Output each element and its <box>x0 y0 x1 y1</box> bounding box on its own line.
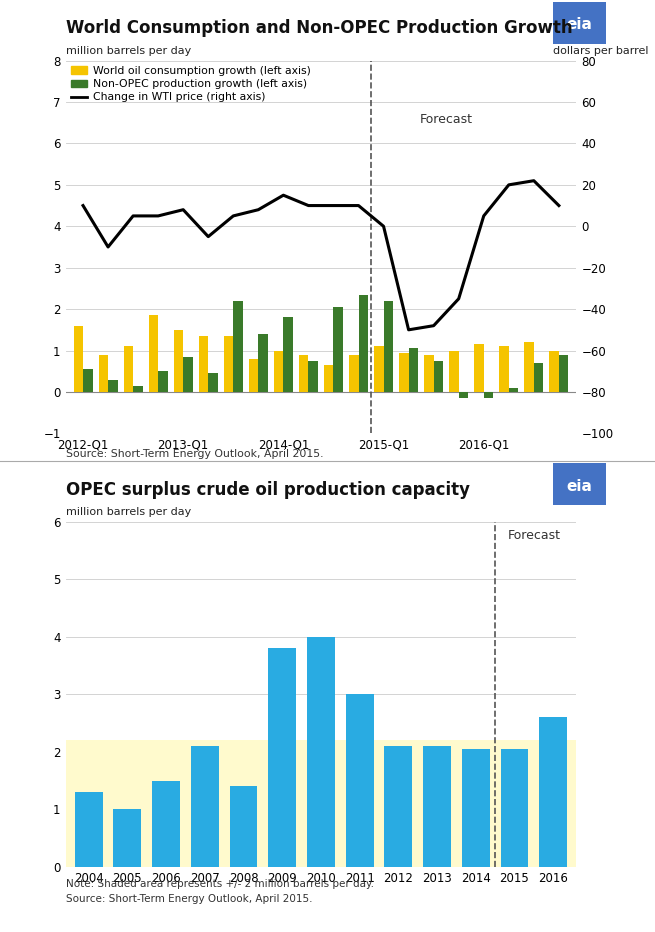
Bar <box>73 325 83 392</box>
Bar <box>198 336 208 392</box>
Bar <box>324 365 333 392</box>
Bar <box>284 318 293 392</box>
Text: Forecast: Forecast <box>508 529 560 542</box>
Bar <box>233 301 243 392</box>
Bar <box>183 357 193 392</box>
Bar <box>75 792 103 867</box>
Text: Source: Short-Term Energy Outlook, April 2015.: Source: Short-Term Energy Outlook, April… <box>66 894 312 904</box>
Bar <box>358 295 368 392</box>
Bar <box>449 350 458 392</box>
Legend: World oil consumption growth (left axis), Non-OPEC production growth (left axis): World oil consumption growth (left axis)… <box>71 66 310 103</box>
Bar <box>299 355 309 392</box>
Bar <box>409 349 418 392</box>
Bar <box>534 363 544 392</box>
Bar <box>83 369 92 392</box>
Bar <box>307 637 335 867</box>
Bar <box>500 749 529 867</box>
Bar <box>113 809 141 867</box>
Bar <box>98 355 108 392</box>
Text: Forecast: Forecast <box>420 113 473 126</box>
Text: Source: Short-Term Energy Outlook, April 2015.: Source: Short-Term Energy Outlook, April… <box>66 448 323 459</box>
Bar <box>269 649 296 867</box>
Bar <box>258 334 268 392</box>
Bar <box>550 350 559 392</box>
Bar <box>66 740 576 867</box>
Bar <box>224 336 233 392</box>
Text: eia: eia <box>567 18 593 33</box>
Bar <box>524 342 534 392</box>
Bar <box>384 301 393 392</box>
Bar <box>499 347 509 392</box>
Bar <box>191 746 219 867</box>
Bar <box>124 347 133 392</box>
Bar <box>474 344 484 392</box>
Bar <box>434 361 443 392</box>
Text: dollars per barrel: dollars per barrel <box>553 46 648 56</box>
Bar <box>539 718 567 867</box>
Bar <box>274 350 284 392</box>
Bar <box>423 746 451 867</box>
Text: million barrels per day: million barrels per day <box>66 507 191 517</box>
Bar <box>149 315 158 392</box>
Bar <box>384 746 412 867</box>
Text: OPEC surplus crude oil production capacity: OPEC surplus crude oil production capaci… <box>66 481 470 499</box>
Bar <box>349 355 358 392</box>
Bar <box>230 787 257 867</box>
Bar <box>208 374 217 392</box>
Bar <box>333 307 343 392</box>
Text: eia: eia <box>567 479 593 494</box>
Bar <box>424 355 434 392</box>
Bar <box>133 386 143 392</box>
Bar <box>108 379 118 392</box>
Bar <box>399 352 409 392</box>
Text: World Consumption and Non-OPEC Production Growth: World Consumption and Non-OPEC Productio… <box>66 20 572 37</box>
Bar <box>309 361 318 392</box>
FancyBboxPatch shape <box>551 461 608 507</box>
Bar <box>249 359 258 392</box>
Bar <box>374 347 384 392</box>
Bar <box>462 749 490 867</box>
Bar <box>174 330 183 392</box>
Bar <box>509 388 518 392</box>
FancyBboxPatch shape <box>551 0 608 46</box>
Bar <box>458 392 468 398</box>
Bar <box>559 355 569 392</box>
Text: Note: Shaded area represents +/- 2 million barrels per day.: Note: Shaded area represents +/- 2 milli… <box>66 879 373 889</box>
Text: million barrels per day: million barrels per day <box>66 46 191 56</box>
Bar <box>158 371 168 392</box>
Bar <box>484 392 493 398</box>
Bar <box>152 781 180 867</box>
Bar <box>346 694 373 867</box>
